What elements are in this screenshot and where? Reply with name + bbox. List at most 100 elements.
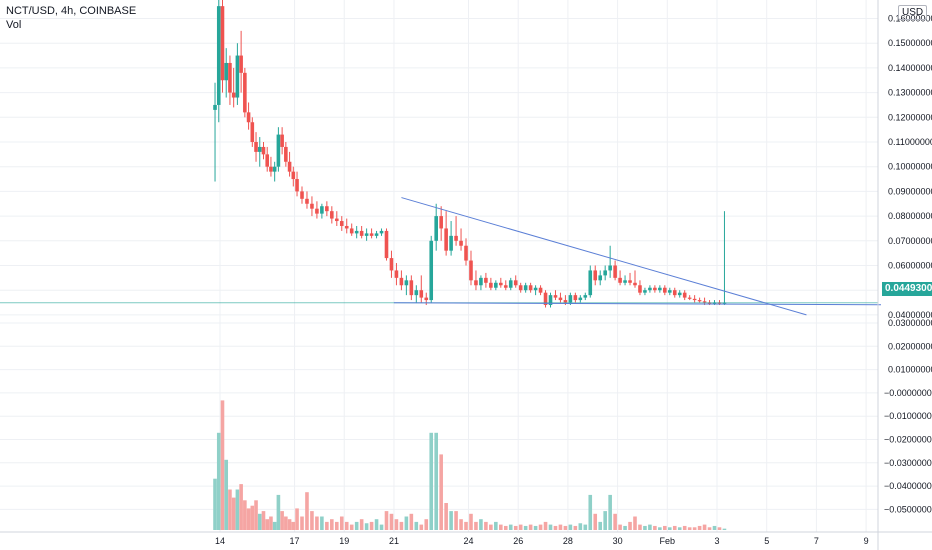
symbol-legend[interactable]: NCT/USD, 4h, COINBASE: [6, 5, 137, 17]
candle-body: [224, 62, 229, 81]
candle-body: [243, 72, 247, 113]
volume-bar: [429, 432, 434, 530]
time-tick-label: 19: [339, 536, 349, 546]
volume-bar: [489, 524, 493, 530]
volume-bar: [419, 524, 424, 530]
volume-bar: [235, 489, 240, 530]
volume-bar: [389, 513, 394, 530]
volume-legend[interactable]: Vol: [6, 19, 22, 31]
candle-body: [513, 280, 518, 286]
candle-body: [543, 292, 548, 306]
volume-bar: [583, 524, 588, 530]
volume-bar: [434, 432, 438, 530]
volume-bar: [384, 511, 389, 530]
price-tick-label: 0.06000000: [888, 261, 932, 271]
candle-body: [568, 295, 573, 303]
candle-body: [658, 287, 662, 291]
volume-bar: [305, 492, 309, 530]
volume-bar: [598, 521, 603, 530]
volume-bar: [349, 524, 354, 530]
candle-body: [633, 282, 637, 286]
volume-bar: [667, 527, 672, 530]
time-tick-label: 9: [864, 536, 869, 546]
volume-bar: [399, 521, 404, 530]
volume-bar: [543, 521, 548, 530]
volume-bar: [707, 527, 712, 530]
volume-bar: [548, 524, 553, 530]
volume-bar: [697, 525, 702, 530]
time-axis[interactable]: 14 17 19 21 24 26 28 30 Feb 3 5 7 9: [0, 531, 932, 546]
volume-bar: [469, 513, 473, 530]
time-tick-label: Feb: [660, 536, 676, 546]
volume-bar: [369, 521, 374, 530]
volume-bar: [692, 527, 697, 530]
volume-bar: [528, 524, 533, 530]
candle-body: [272, 166, 277, 172]
volume-bar: [379, 524, 384, 530]
price-axis[interactable]: 0.16000000 0.15000000 0.14000000 0.13000000…: [877, 0, 932, 550]
volume-bar: [553, 525, 558, 530]
currency-badge[interactable]: USD: [898, 5, 928, 20]
candle-body: [449, 235, 453, 251]
candle-body: [276, 134, 281, 167]
volume-bar: [677, 527, 682, 530]
candle-body: [424, 297, 429, 301]
candle-body: [518, 285, 523, 291]
volume-bar: [613, 513, 617, 530]
candle-body: [459, 240, 463, 246]
candle-body: [548, 295, 553, 306]
volume-bar: [628, 521, 632, 530]
volume-bar: [663, 525, 667, 530]
volume-bar: [638, 524, 642, 530]
volume-bar: [325, 521, 329, 530]
price-tick-label: 0.13000000: [888, 88, 932, 98]
volume-bar: [523, 525, 528, 530]
candle-body: [261, 146, 266, 155]
candle-body: [213, 104, 217, 110]
candle-body: [618, 277, 622, 283]
volume-bar: [320, 516, 324, 530]
volume-bar: [339, 516, 344, 530]
candle-body: [235, 55, 240, 98]
volume-bar: [702, 524, 707, 530]
candle-body: [499, 282, 503, 286]
candle-body: [339, 221, 344, 226]
candle-body: [444, 228, 448, 251]
candle-body: [692, 298, 697, 301]
volume-bar: [608, 494, 612, 530]
candle-body: [583, 295, 588, 298]
volume-bar: [658, 527, 662, 530]
volume-bar: [224, 459, 229, 530]
candle-body: [677, 292, 682, 296]
candle-body: [384, 230, 389, 259]
volume-bar: [228, 489, 232, 530]
time-tick-label: 21: [389, 536, 399, 546]
volume-bar: [653, 525, 657, 530]
volume-bar: [518, 524, 523, 530]
volume-bar: [354, 521, 359, 530]
volume-bar: [291, 521, 296, 530]
candle-body: [578, 297, 583, 301]
candle-body: [287, 161, 292, 172]
candle-body: [330, 211, 334, 219]
volume-bar: [334, 521, 339, 530]
candle-body: [558, 297, 563, 301]
volume-bar: [578, 523, 583, 530]
candle-body: [588, 270, 593, 296]
volume-bar: [454, 511, 458, 530]
candle-body: [623, 280, 627, 283]
candle-body: [300, 191, 304, 199]
volume-bar: [643, 525, 647, 530]
time-tick-label: 14: [215, 536, 225, 546]
volume-bar: [503, 525, 508, 530]
candle-body: [349, 228, 354, 234]
volume-bar: [593, 513, 598, 530]
volume-bar: [439, 454, 443, 530]
price-tick-label: 0.12000000: [888, 112, 932, 122]
candle-body: [220, 6, 225, 81]
volume-bar: [243, 500, 247, 530]
price-tick-label: 0.10000000: [888, 162, 932, 172]
descending-resistance-line: [401, 197, 807, 316]
time-tick-label: 30: [613, 536, 623, 546]
